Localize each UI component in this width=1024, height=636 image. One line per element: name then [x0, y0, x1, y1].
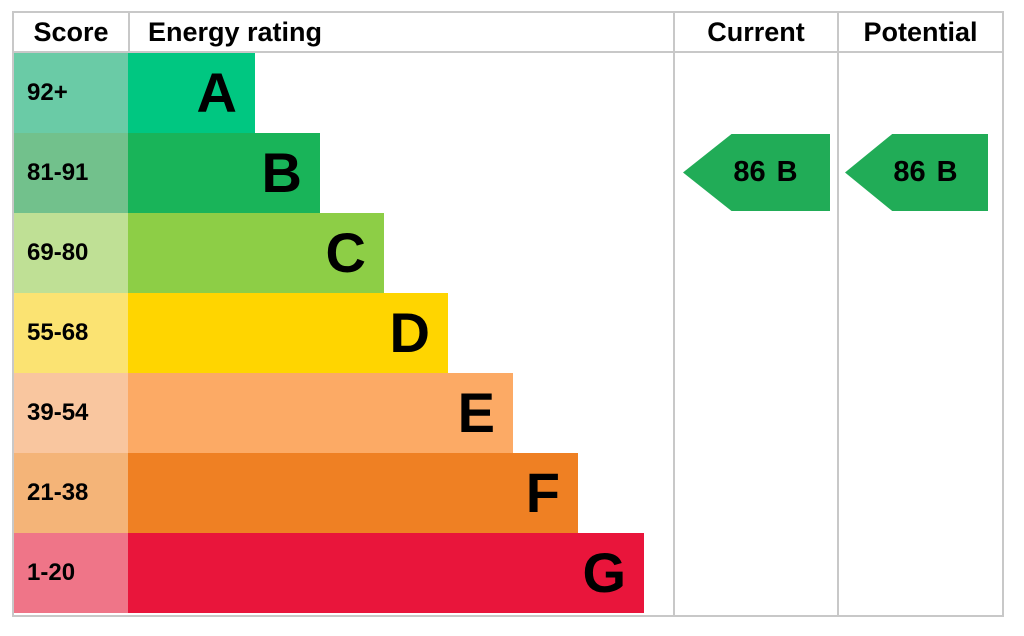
band-row-f: 21-38 F	[14, 453, 673, 533]
band-row-d: 55-68 D	[14, 293, 673, 373]
band-letter-g: G	[582, 541, 626, 604]
band-row-b: 81-91 B	[14, 133, 673, 213]
score-range-d: 55-68	[14, 293, 128, 373]
rating-bar-b: B	[128, 133, 320, 213]
potential-column-header: Potential	[839, 13, 1002, 53]
score-range-e: 39-54	[14, 373, 128, 453]
energy-rating-column-header: Energy rating	[128, 13, 673, 51]
band-letter-e: E	[457, 381, 495, 444]
current-column: Current 86 B	[673, 13, 837, 615]
band-row-a: 92+ A	[14, 53, 673, 133]
epc-rating-table: Score Energy rating 92+ A 81-91 B 69-80 …	[12, 11, 1004, 617]
rating-bands-section: Score Energy rating 92+ A 81-91 B 69-80 …	[14, 13, 673, 615]
score-column-header: Score	[33, 16, 109, 47]
current-column-header: Current	[675, 13, 837, 53]
band-row-e: 39-54 E	[14, 373, 673, 453]
potential-score-value: 86	[893, 156, 926, 188]
table-header-row: Score Energy rating	[14, 13, 673, 53]
current-arrow: 86 B	[683, 134, 830, 211]
score-range-f: 21-38	[14, 453, 128, 533]
band-letter-d: D	[389, 301, 430, 364]
rating-bar-a: A	[128, 53, 255, 133]
score-range-g: 1-20	[14, 533, 128, 613]
rating-bar-c: C	[128, 213, 384, 293]
rating-bar-f: F	[128, 453, 578, 533]
band-letter-a: A	[196, 61, 237, 124]
band-letter-c: C	[325, 221, 366, 284]
rating-bar-e: E	[128, 373, 513, 453]
band-letter-f: F	[525, 461, 560, 524]
potential-arrow: 86 B	[845, 134, 988, 211]
score-range-c: 69-80	[14, 213, 128, 293]
potential-column: Potential 86 B	[837, 13, 1002, 615]
score-range-a: 92+	[14, 53, 128, 133]
band-row-c: 69-80 C	[14, 213, 673, 293]
potential-band-letter: B	[936, 156, 958, 188]
rating-bar-g: G	[128, 533, 644, 613]
band-row-g: 1-20 G	[14, 533, 673, 613]
current-score-value: 86	[733, 156, 766, 188]
band-letter-b: B	[261, 141, 302, 204]
score-range-b: 81-91	[14, 133, 128, 213]
rating-bar-d: D	[128, 293, 448, 373]
current-band-letter: B	[776, 156, 798, 188]
